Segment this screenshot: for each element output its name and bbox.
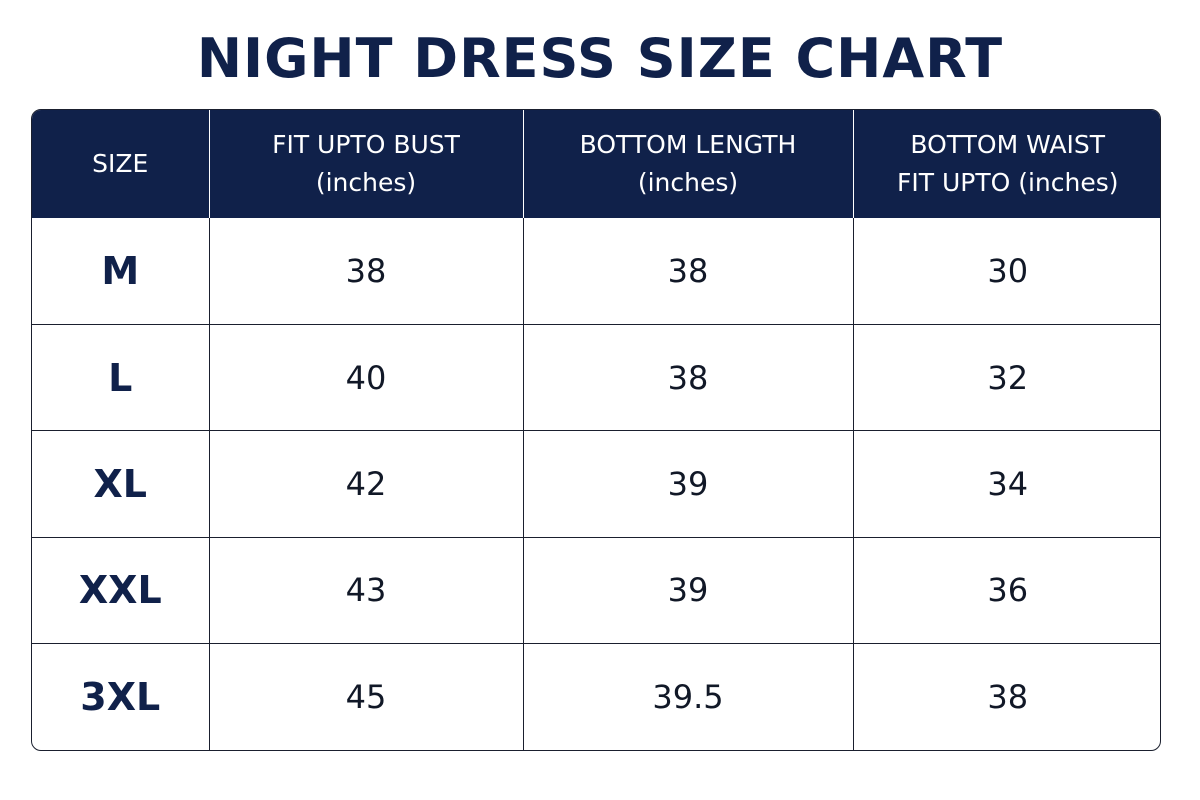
bust-cell: 38 bbox=[208, 218, 523, 325]
size-cell: L bbox=[32, 323, 209, 431]
table-row: XXL 43 39 36 bbox=[32, 536, 1160, 644]
size-cell: 3XL bbox=[32, 643, 209, 750]
table-row: 3XL 45 39.5 38 bbox=[32, 643, 1160, 750]
bottom-length-cell: 39 bbox=[522, 536, 853, 644]
bottom-length-cell: 38 bbox=[522, 218, 853, 325]
column-header-line: BOTTOM WAIST bbox=[910, 130, 1106, 159]
column-header-size: SIZE bbox=[32, 110, 209, 218]
bottom-waist-cell: 30 bbox=[852, 218, 1160, 325]
bust-cell: 43 bbox=[208, 536, 523, 644]
size-cell: M bbox=[101, 248, 140, 293]
column-header-line: SIZE bbox=[92, 149, 149, 178]
bottom-waist-cell: 36 bbox=[852, 536, 1160, 644]
column-header-bust: FIT UPTO BUST (inches) bbox=[208, 110, 523, 218]
size-cell: XXL bbox=[32, 536, 209, 644]
bottom-length-cell: 39.5 bbox=[522, 643, 853, 750]
column-header-unit: (inches) bbox=[637, 168, 739, 197]
column-header-line: FIT UPTO BUST bbox=[272, 130, 460, 159]
column-header-unit: FIT UPTO (inches) bbox=[896, 168, 1119, 197]
table-row: L 40 38 32 bbox=[32, 323, 1160, 431]
bust-cell: 42 bbox=[208, 430, 523, 538]
bottom-waist-cell: 32 bbox=[852, 323, 1160, 431]
bottom-length-cell: 38 bbox=[522, 323, 853, 431]
bust-cell: 40 bbox=[208, 323, 523, 431]
bottom-waist-cell: 34 bbox=[852, 430, 1160, 538]
page-title: NIGHT DRESS SIZE CHART bbox=[196, 27, 1004, 90]
bust-cell: 45 bbox=[208, 643, 523, 750]
column-header-bottom-length: BOTTOM LENGTH (inches) bbox=[522, 110, 853, 218]
table-row: M 38 38 30 bbox=[32, 218, 1160, 325]
column-header-unit: (inches) bbox=[315, 168, 417, 197]
size-cell: XL bbox=[32, 430, 209, 538]
column-header-line: BOTTOM LENGTH bbox=[579, 130, 797, 159]
table-row: XL 42 39 34 bbox=[32, 430, 1160, 538]
bottom-length-cell: 39 bbox=[522, 430, 853, 538]
table-header-row: SIZE FIT UPTO BUST (inches) BOTTOM LENGT… bbox=[32, 110, 1160, 218]
bottom-waist-cell: 38 bbox=[852, 643, 1160, 750]
size-chart-table: SIZE FIT UPTO BUST (inches) BOTTOM LENGT… bbox=[31, 109, 1161, 751]
column-header-bottom-waist: BOTTOM WAIST FIT UPTO (inches) bbox=[852, 110, 1160, 218]
